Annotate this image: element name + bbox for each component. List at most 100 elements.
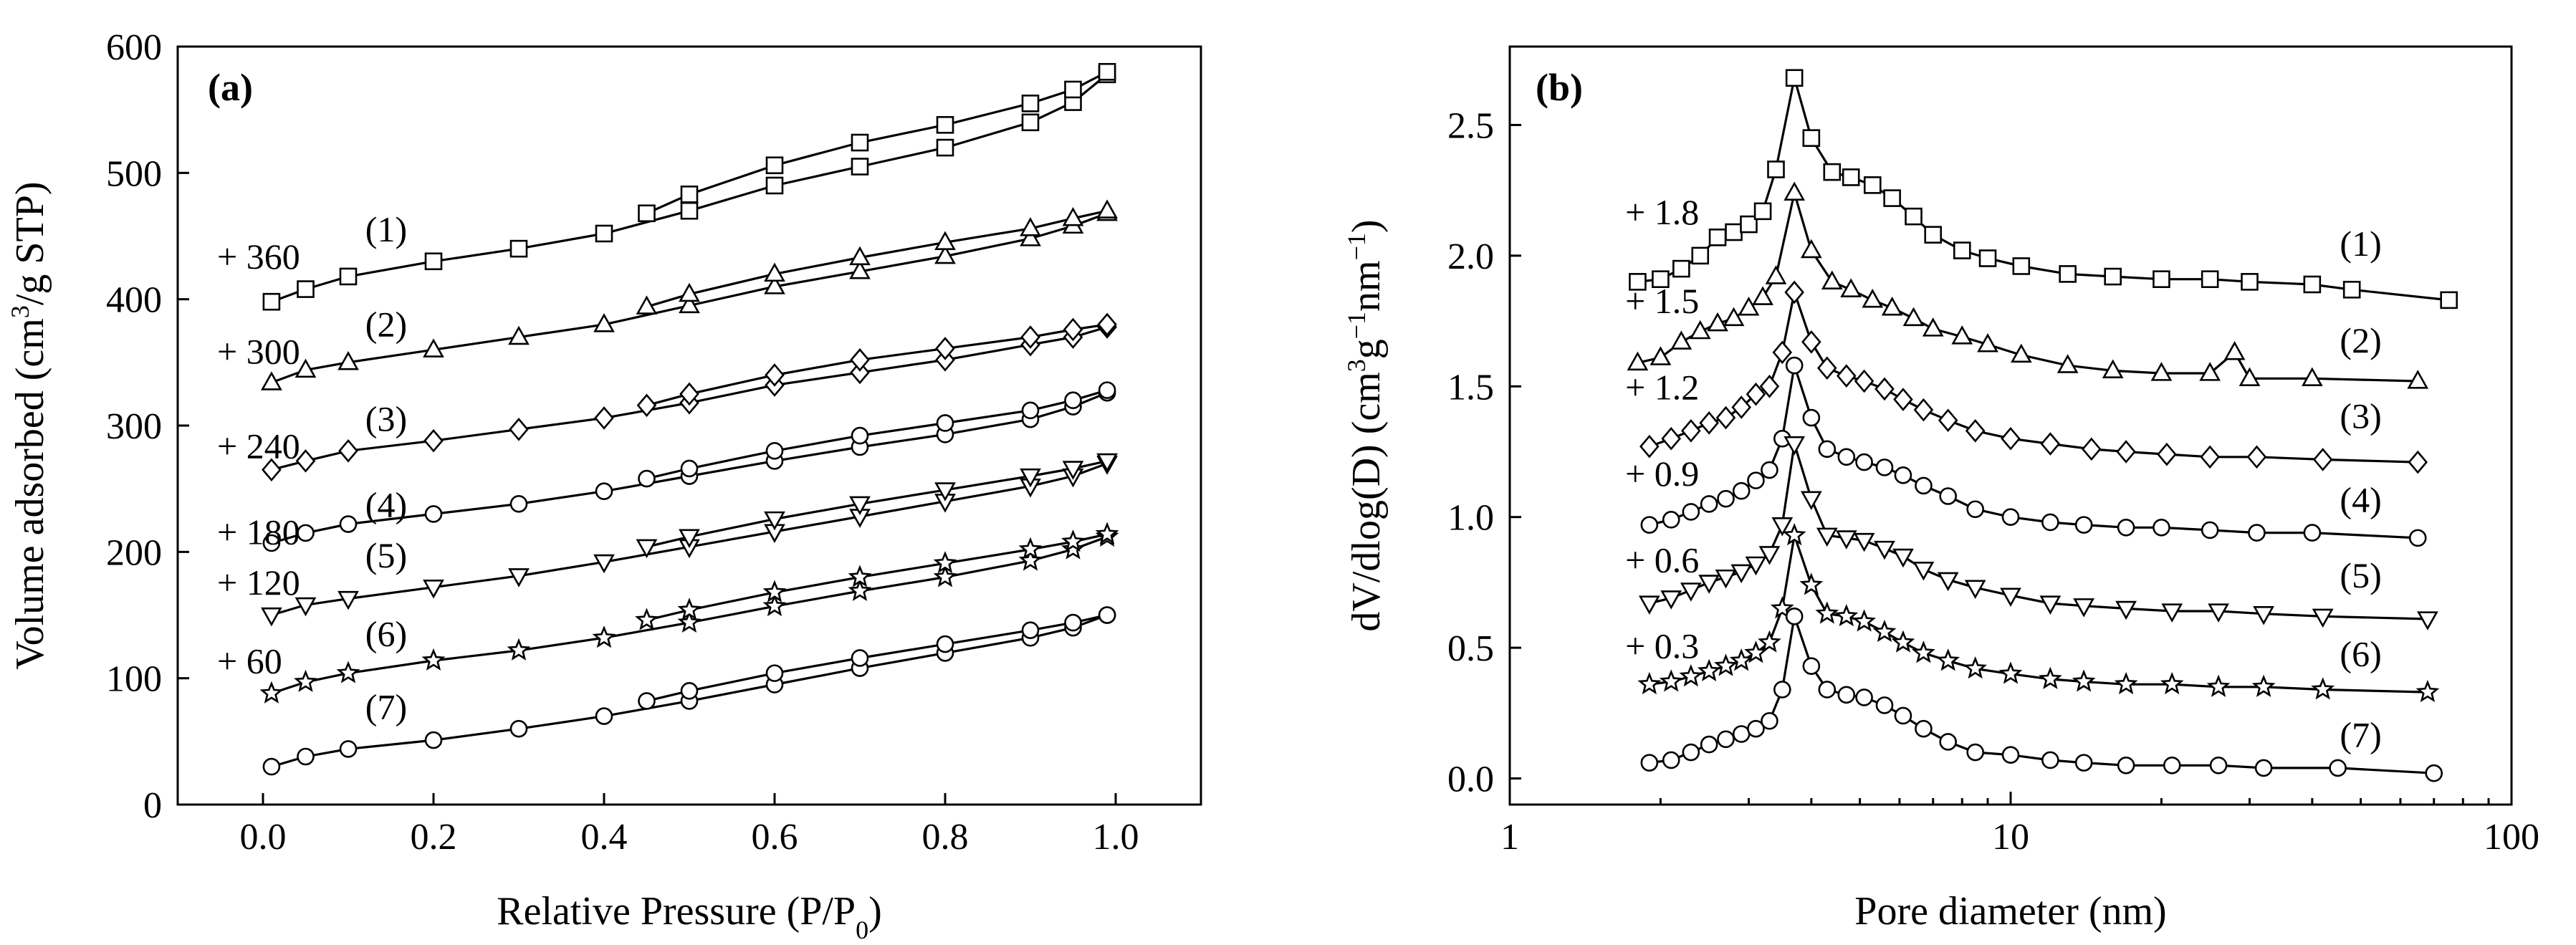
- panel-a-data-point: [936, 635, 954, 653]
- panel-b-label: (b): [1536, 66, 1583, 109]
- panel-a-data-point: [934, 244, 956, 264]
- panel-b-data-point: [1752, 286, 1773, 305]
- panel-b-data-point: [2246, 445, 2267, 469]
- panel-b-data-point: [1883, 189, 1901, 207]
- panel-a-data-point: [421, 648, 446, 671]
- panel-b-data-point: [1842, 168, 1860, 186]
- panel-b-y-tick-label: 2.5: [1447, 105, 1494, 146]
- panel-b-offset-annotation: + 0.9: [1625, 454, 1699, 494]
- panel-b-series-5: [1638, 436, 2438, 630]
- panel-a-data-point: [679, 529, 700, 549]
- panel-b-data-point: [2153, 518, 2170, 537]
- panel-a-data-point: [1098, 606, 1116, 624]
- panel-a-data-point: [1096, 199, 1118, 219]
- panel-b-data-point: [1732, 725, 1751, 743]
- panel-b-y-tick-label: 0.5: [1447, 628, 1494, 669]
- panel-b-y-tick-label: 1.0: [1447, 498, 1494, 539]
- panel-a-series-4: [262, 381, 1116, 552]
- panel-a-data-point: [1062, 461, 1084, 480]
- panel-b-series-label: (2): [2340, 320, 2381, 360]
- panel-b-data-point: [1708, 229, 1727, 246]
- panel-a-x-tick-label: 0.8: [922, 817, 969, 858]
- panel-a-series-label: (5): [365, 535, 407, 575]
- panel-a-data-point: [1061, 537, 1085, 560]
- panel-a-series-7: [262, 606, 1116, 776]
- panel-b-data-point: [1629, 273, 1647, 291]
- panel-a-offset-annotation: + 360: [217, 236, 300, 277]
- panel-a-data-point: [1097, 312, 1117, 337]
- panel-a-offset-annotation: + 60: [217, 641, 282, 681]
- panel-a-data-point: [1096, 453, 1118, 473]
- panel-a-data-point: [1064, 80, 1082, 99]
- panel-b-data-point: [2312, 448, 2333, 471]
- panel-a-data-point: [936, 138, 954, 157]
- panel-b-series-7: [1640, 608, 2443, 782]
- panel-a-label: (a): [208, 66, 253, 109]
- panel-a-data-point: [595, 224, 613, 243]
- panel-b-data-point: [1818, 681, 1837, 699]
- panel-a-data-point: [337, 590, 359, 610]
- panel-a-data-point: [680, 681, 699, 700]
- panel-b-series-label: (6): [2340, 634, 2381, 674]
- panel-b-data-point: [1738, 296, 1760, 316]
- panel-b-data-point: [2001, 746, 2020, 764]
- panel-a-data-point: [765, 664, 784, 682]
- panel-b-data-point: [1966, 500, 1984, 519]
- panel-b-data-point: [2161, 603, 2183, 623]
- panel-a-desorption-line: [646, 533, 1108, 622]
- panel-a-data-point: [423, 338, 444, 358]
- panel-a-data-point: [1021, 621, 1040, 639]
- panel-b-data-point: [1771, 517, 1794, 537]
- panel-a-data-point: [508, 568, 530, 587]
- panel-b-data-point: [1652, 270, 1670, 288]
- panel-a-data-point: [262, 534, 281, 552]
- panel-b-data-point: [1816, 527, 1838, 547]
- panel-b-data-point: [2415, 679, 2440, 703]
- panel-b-data-point: [2199, 362, 2221, 381]
- panel-b-offset-annotation: + 0.6: [1625, 539, 1699, 580]
- panel-a-data-point: [851, 426, 869, 445]
- panel-a-desorption-line: [646, 389, 1108, 480]
- panel-b-data-point: [1662, 751, 1680, 769]
- panel-a-data-point: [1021, 401, 1040, 420]
- panel-b-offset-annotation: + 0.3: [1625, 626, 1699, 666]
- panel-b-data-point: [1729, 648, 1753, 671]
- panel-a-data-point: [680, 186, 699, 203]
- panel-b-series-line: [1637, 77, 2449, 302]
- panel-b-y-tick-label: 1.5: [1447, 367, 1494, 408]
- panel-a-data-point: [679, 382, 699, 406]
- panel-a-data-point: [638, 204, 656, 223]
- panel-b-data-point: [1905, 207, 1923, 226]
- panel-b-data-point: [1913, 398, 1934, 422]
- panel-b-data-point: [1872, 620, 1897, 643]
- panel-b-data-point: [2303, 275, 2322, 294]
- panel-b-data-point: [2206, 674, 2231, 697]
- panel-b-data-point: [2342, 280, 2361, 299]
- panel-b-data-point: [1836, 364, 1857, 388]
- panel-a-data-point: [935, 337, 955, 360]
- panel-a-data-point: [262, 757, 281, 776]
- panel-b-data-point: [1862, 289, 1884, 308]
- panel-a-data-point: [1098, 381, 1116, 399]
- panel-a-data-point: [1064, 391, 1082, 410]
- panel-b-series-line: [1637, 192, 2418, 383]
- panel-b-data-point: [1837, 448, 1856, 466]
- panel-b-data-point: [1855, 689, 1873, 706]
- panel-b-data-point: [1745, 556, 1767, 576]
- panel-b-data-point: [1977, 333, 1998, 352]
- panel-b-data-point: [2301, 367, 2323, 386]
- panel-b-data-point: [1902, 307, 1925, 327]
- panel-b-data-point: [1863, 176, 1882, 194]
- panel-b-data-point: [1740, 215, 1758, 234]
- panel-a-data-point: [294, 669, 317, 692]
- panel-b-data-point: [2312, 608, 2334, 628]
- panel-b-offset-annotation: + 1.5: [1625, 281, 1699, 321]
- panel-b-data-point: [1681, 418, 1701, 443]
- panel-a-data-point: [848, 565, 872, 587]
- panel-a-data-point: [295, 449, 316, 473]
- panel-a-series-2: [261, 199, 1118, 390]
- panel-a-x-tick-label: 0.0: [240, 817, 287, 858]
- panel-a-data-point: [1018, 548, 1043, 571]
- panel-b-data-point: [2209, 756, 2228, 774]
- panel-a-desorption-line: [646, 70, 1108, 215]
